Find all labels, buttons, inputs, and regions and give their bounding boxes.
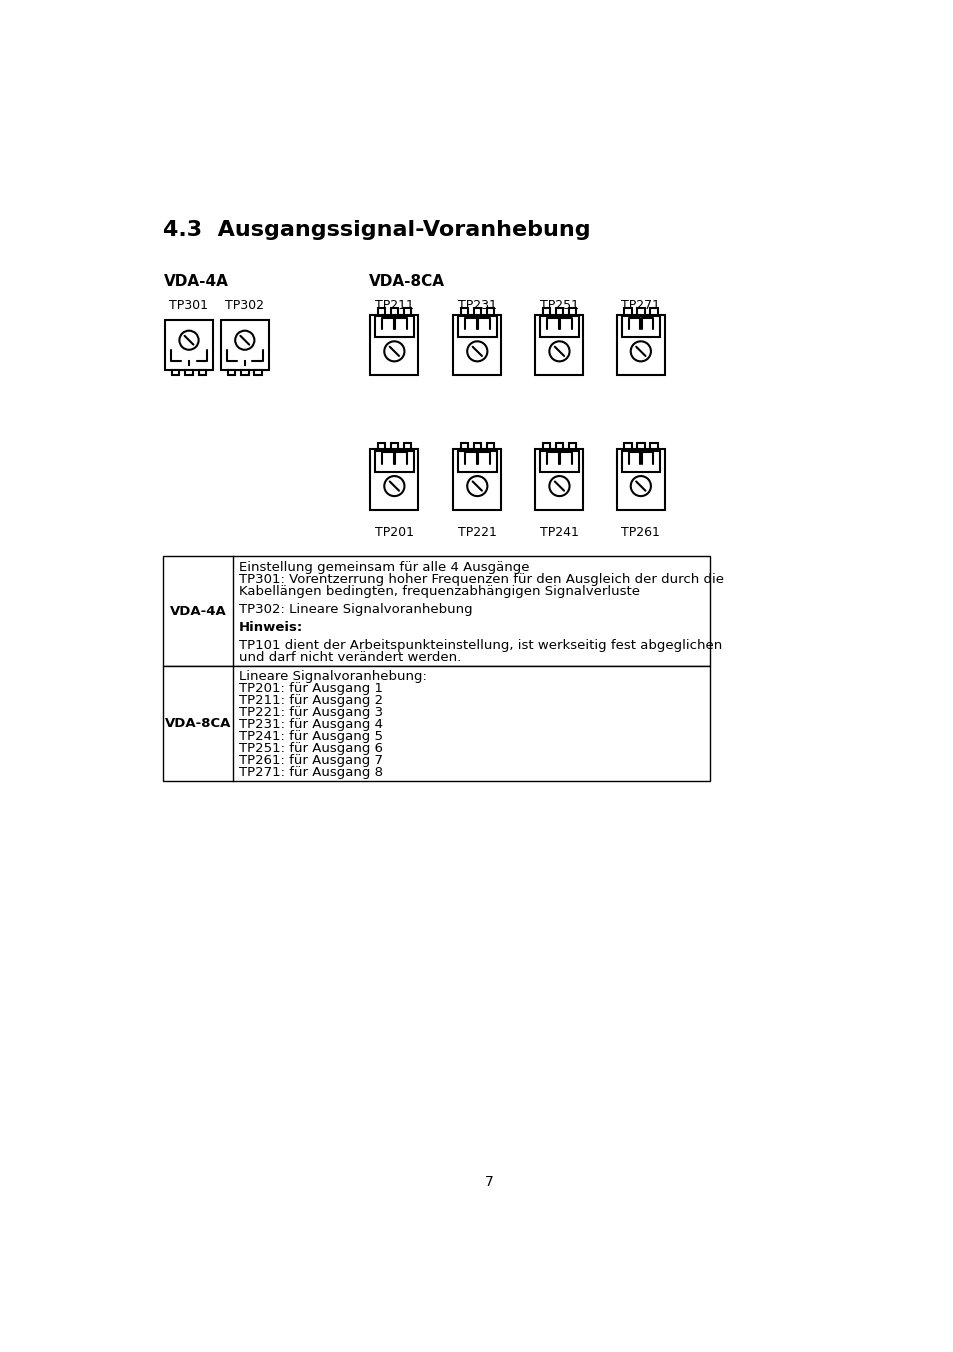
Circle shape bbox=[384, 476, 404, 496]
Circle shape bbox=[630, 341, 650, 361]
Text: VDA-8CA: VDA-8CA bbox=[165, 717, 232, 730]
Text: Lineare Signalvoranhebung:: Lineare Signalvoranhebung: bbox=[238, 671, 426, 683]
Bar bbox=[403, 442, 411, 449]
Bar bbox=[457, 316, 496, 337]
Text: TP251: TP251 bbox=[539, 299, 578, 311]
Bar bbox=[375, 450, 414, 472]
Bar bbox=[473, 442, 480, 449]
Bar bbox=[637, 308, 644, 315]
Text: TP261: für Ausgang 7: TP261: für Ausgang 7 bbox=[238, 754, 382, 767]
Circle shape bbox=[384, 341, 404, 361]
Bar bbox=[227, 369, 235, 375]
Text: TP201: TP201 bbox=[375, 526, 414, 538]
Bar bbox=[163, 557, 709, 665]
Bar bbox=[649, 308, 657, 315]
Bar bbox=[486, 442, 494, 449]
Bar bbox=[621, 316, 659, 337]
Text: TP301: Vorentzerrung hoher Frequenzen für den Ausgleich der durch die: TP301: Vorentzerrung hoher Frequenzen fü… bbox=[238, 573, 722, 585]
Bar bbox=[556, 308, 562, 315]
Bar bbox=[390, 308, 397, 315]
Bar bbox=[542, 442, 550, 449]
Bar bbox=[535, 449, 583, 510]
Text: Hinweis:: Hinweis: bbox=[238, 621, 302, 634]
Text: TP221: TP221 bbox=[457, 526, 497, 538]
Bar bbox=[370, 449, 418, 510]
Bar bbox=[556, 442, 562, 449]
Bar bbox=[185, 369, 193, 375]
Circle shape bbox=[549, 476, 569, 496]
Text: VDA-4A: VDA-4A bbox=[163, 274, 228, 289]
Bar bbox=[542, 308, 550, 315]
Text: TP221: für Ausgang 3: TP221: für Ausgang 3 bbox=[238, 706, 382, 719]
Bar bbox=[649, 442, 657, 449]
Bar bbox=[377, 442, 385, 449]
Text: TP302: TP302 bbox=[225, 299, 264, 311]
Circle shape bbox=[467, 476, 487, 496]
Text: TP241: TP241 bbox=[539, 526, 578, 538]
Bar bbox=[535, 315, 583, 375]
Bar bbox=[172, 369, 179, 375]
Text: TP231: für Ausgang 4: TP231: für Ausgang 4 bbox=[238, 718, 382, 731]
Bar bbox=[617, 449, 664, 510]
Bar bbox=[370, 315, 418, 375]
Bar bbox=[460, 308, 468, 315]
Text: TP211: TP211 bbox=[375, 299, 414, 311]
Bar bbox=[617, 315, 664, 375]
Text: 7: 7 bbox=[484, 1175, 493, 1190]
Bar bbox=[568, 308, 576, 315]
Bar bbox=[375, 316, 414, 337]
Text: TP302: Lineare Signalvoranhebung: TP302: Lineare Signalvoranhebung bbox=[238, 603, 472, 617]
Bar bbox=[539, 316, 578, 337]
Bar bbox=[198, 369, 206, 375]
Text: TP241: für Ausgang 5: TP241: für Ausgang 5 bbox=[238, 730, 382, 742]
Circle shape bbox=[235, 331, 254, 350]
Bar bbox=[460, 442, 468, 449]
Circle shape bbox=[630, 476, 650, 496]
Bar bbox=[457, 450, 496, 472]
Text: und darf nicht verändert werden.: und darf nicht verändert werden. bbox=[238, 650, 460, 664]
Text: 4.3  Ausgangssignal-Voranhebung: 4.3 Ausgangssignal-Voranhebung bbox=[163, 220, 591, 241]
Bar bbox=[623, 442, 631, 449]
Text: VDA-8CA: VDA-8CA bbox=[369, 274, 444, 289]
Text: TP261: TP261 bbox=[620, 526, 659, 538]
Bar bbox=[220, 319, 269, 369]
Text: TP231: TP231 bbox=[457, 299, 497, 311]
Text: TP201: für Ausgang 1: TP201: für Ausgang 1 bbox=[238, 683, 382, 695]
Bar bbox=[377, 308, 385, 315]
Bar bbox=[637, 442, 644, 449]
Bar bbox=[165, 319, 213, 369]
Text: TP251: für Ausgang 6: TP251: für Ausgang 6 bbox=[238, 742, 382, 754]
Bar bbox=[486, 308, 494, 315]
Bar bbox=[539, 450, 578, 472]
Bar bbox=[568, 442, 576, 449]
Text: TP271: für Ausgang 8: TP271: für Ausgang 8 bbox=[238, 765, 382, 779]
Bar bbox=[473, 308, 480, 315]
Text: TP271: TP271 bbox=[620, 299, 659, 311]
Text: TP101 dient der Arbeitspunkteinstellung, ist werkseitig fest abgeglichen: TP101 dient der Arbeitspunkteinstellung,… bbox=[238, 638, 721, 652]
Bar bbox=[241, 369, 249, 375]
Bar bbox=[621, 450, 659, 472]
Bar bbox=[254, 369, 262, 375]
Bar bbox=[390, 442, 397, 449]
Bar bbox=[403, 308, 411, 315]
Text: Einstellung gemeinsam für alle 4 Ausgänge: Einstellung gemeinsam für alle 4 Ausgäng… bbox=[238, 561, 529, 575]
Text: Kabellängen bedingten, frequenzabhängigen Signalverluste: Kabellängen bedingten, frequenzabhängige… bbox=[238, 585, 639, 598]
Text: TP301: TP301 bbox=[170, 299, 209, 311]
Circle shape bbox=[467, 341, 487, 361]
Bar bbox=[623, 308, 631, 315]
Circle shape bbox=[179, 331, 198, 350]
Text: TP211: für Ausgang 2: TP211: für Ausgang 2 bbox=[238, 694, 382, 707]
Circle shape bbox=[549, 341, 569, 361]
Bar bbox=[453, 315, 500, 375]
Text: VDA-4A: VDA-4A bbox=[170, 604, 227, 618]
Bar bbox=[453, 449, 500, 510]
Bar bbox=[163, 665, 709, 780]
